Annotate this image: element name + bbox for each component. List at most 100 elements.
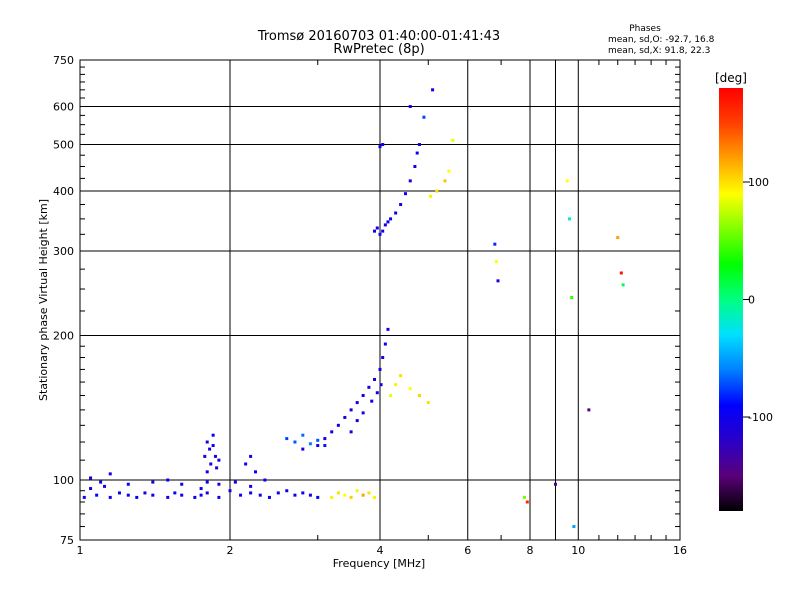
data-point bbox=[239, 493, 243, 497]
data-point bbox=[244, 462, 248, 466]
data-point bbox=[383, 342, 387, 346]
data-point bbox=[367, 385, 371, 389]
data-point bbox=[82, 495, 86, 499]
data-point bbox=[323, 437, 327, 441]
data-point bbox=[443, 179, 447, 183]
data-point bbox=[180, 493, 184, 497]
plot-frame bbox=[79, 59, 681, 541]
data-point bbox=[553, 482, 557, 486]
data-point bbox=[249, 454, 253, 458]
data-point bbox=[428, 194, 432, 198]
phases-title: Phases bbox=[629, 24, 661, 34]
data-point bbox=[408, 105, 412, 109]
chart-subtitle: RwPretec (8p) bbox=[333, 42, 424, 57]
data-point bbox=[394, 383, 398, 387]
data-point bbox=[166, 495, 170, 499]
data-point bbox=[199, 487, 203, 491]
data-points bbox=[82, 88, 625, 529]
data-point bbox=[233, 480, 237, 484]
x-tick-label: 8 bbox=[527, 544, 534, 557]
data-point bbox=[211, 444, 215, 448]
data-point bbox=[349, 408, 353, 412]
data-point bbox=[415, 151, 419, 155]
data-point bbox=[103, 484, 107, 488]
data-point bbox=[403, 192, 407, 196]
data-point bbox=[375, 391, 379, 395]
colorbar-tick-label: 0 bbox=[748, 294, 755, 307]
data-point bbox=[108, 472, 112, 476]
data-point bbox=[330, 495, 334, 499]
data-point bbox=[343, 493, 347, 497]
data-point bbox=[447, 169, 451, 173]
data-point bbox=[378, 367, 382, 371]
colorbar-tick-label: 100 bbox=[748, 176, 769, 189]
data-point bbox=[375, 226, 379, 230]
x-minor-tick-label: 6 bbox=[464, 544, 471, 557]
data-point bbox=[173, 491, 177, 495]
data-point bbox=[567, 217, 571, 221]
y-tick-label: 200 bbox=[53, 330, 74, 343]
colorbar-ticks: 100 0 -100 bbox=[743, 176, 773, 424]
data-point bbox=[386, 327, 390, 331]
data-point bbox=[193, 495, 197, 499]
data-point bbox=[209, 462, 213, 466]
data-point bbox=[413, 164, 417, 168]
y-tick-label: 600 bbox=[53, 101, 74, 114]
data-point bbox=[217, 458, 221, 462]
data-point bbox=[523, 495, 527, 499]
data-point bbox=[361, 411, 365, 415]
data-point bbox=[267, 495, 271, 499]
data-point bbox=[308, 442, 312, 446]
data-point bbox=[117, 491, 121, 495]
data-point bbox=[381, 143, 385, 147]
data-point bbox=[99, 480, 103, 484]
data-point bbox=[426, 401, 430, 405]
data-point bbox=[349, 430, 353, 434]
data-point bbox=[565, 179, 569, 183]
y-tick-label: 750 bbox=[53, 54, 74, 67]
data-point bbox=[205, 470, 209, 474]
data-point bbox=[417, 143, 421, 147]
data-point bbox=[301, 491, 305, 495]
y-axis-label: Stationary phase Virtual Height [km] bbox=[37, 199, 50, 401]
colorbar bbox=[719, 88, 743, 511]
data-point bbox=[343, 415, 347, 419]
data-point bbox=[213, 454, 217, 458]
data-point bbox=[166, 478, 170, 482]
data-point bbox=[389, 217, 393, 221]
data-point bbox=[399, 374, 403, 378]
data-point bbox=[89, 476, 93, 480]
data-point bbox=[215, 466, 219, 470]
data-point bbox=[361, 493, 365, 497]
axis-ticks: 1 2 4 8 16 6 10 75 100 200 300 400 500 600 750 bbox=[53, 54, 687, 557]
data-point bbox=[263, 478, 267, 482]
data-point bbox=[301, 433, 305, 437]
data-point bbox=[336, 423, 340, 427]
data-point bbox=[381, 229, 385, 233]
data-point bbox=[378, 232, 382, 236]
data-point bbox=[378, 145, 382, 149]
data-point bbox=[89, 487, 93, 491]
data-point bbox=[249, 484, 253, 488]
data-point bbox=[205, 440, 209, 444]
data-point bbox=[217, 482, 221, 486]
data-point bbox=[316, 438, 320, 442]
data-point bbox=[367, 491, 371, 495]
data-point bbox=[249, 491, 253, 495]
data-point bbox=[570, 296, 574, 300]
data-point bbox=[336, 491, 340, 495]
data-point bbox=[386, 220, 390, 224]
y-tick-label: 100 bbox=[53, 474, 74, 487]
data-point bbox=[301, 447, 305, 451]
data-point bbox=[383, 223, 387, 227]
data-point bbox=[451, 138, 455, 142]
data-point bbox=[370, 399, 374, 403]
data-point bbox=[205, 491, 209, 495]
data-point bbox=[203, 454, 207, 458]
data-point bbox=[151, 480, 155, 484]
colorbar-label: [deg] bbox=[715, 71, 747, 85]
data-point bbox=[253, 470, 257, 474]
data-point bbox=[143, 491, 147, 495]
data-point bbox=[435, 189, 439, 193]
data-point bbox=[389, 394, 393, 398]
